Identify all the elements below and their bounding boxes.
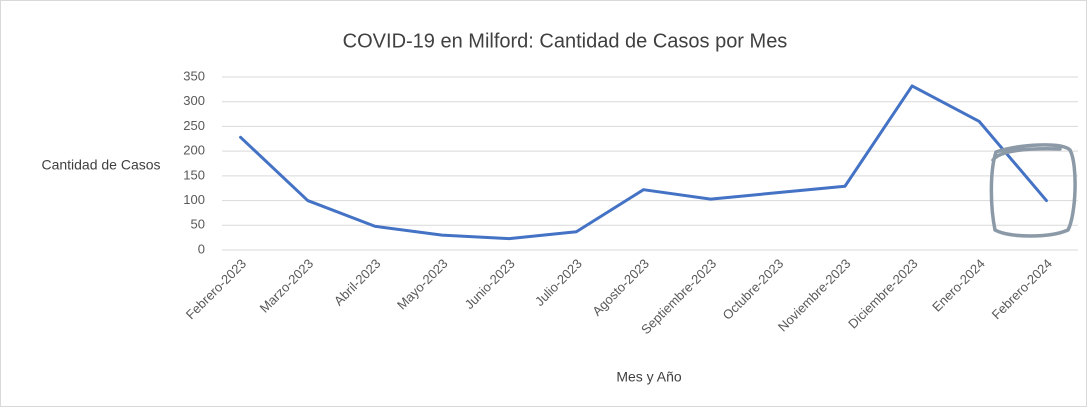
annotation-circle [989, 143, 1077, 238]
y-tick-label: 0 [198, 241, 205, 256]
y-tick-label: 200 [183, 143, 205, 158]
data-line [239, 84, 1048, 241]
y-tick-label: 350 [183, 68, 205, 83]
y-tick-label: 150 [183, 167, 205, 182]
y-tick-label: 100 [183, 192, 205, 207]
y-tick-label: 50 [191, 217, 205, 232]
y-axis-title: Cantidad de Casos [41, 157, 160, 173]
y-tick-label: 300 [183, 93, 205, 108]
chart-title: COVID-19 en Milford: Cantidad de Casos p… [343, 30, 788, 52]
x-axis-title: Mes y Año [616, 369, 682, 385]
y-tick-label: 250 [183, 118, 205, 133]
